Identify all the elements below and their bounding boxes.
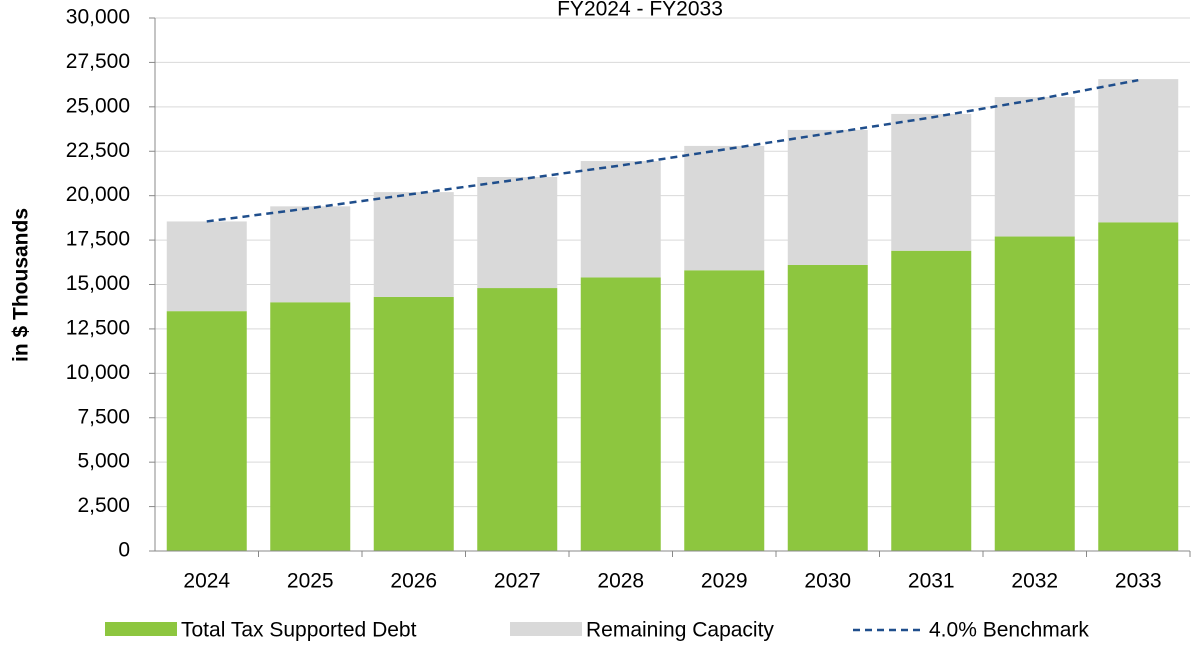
bar xyxy=(477,177,558,289)
x-tick-label: 2028 xyxy=(597,570,644,593)
y-axis-label: in $ Thousands xyxy=(10,208,33,362)
x-tick-label: 2024 xyxy=(183,570,230,593)
bar xyxy=(994,236,1075,551)
benchmark-line xyxy=(206,78,1139,223)
y-tick-label: 22,500 xyxy=(66,139,130,162)
y-tick-label: 20,000 xyxy=(66,183,130,206)
x-tick-label: 2027 xyxy=(494,570,541,593)
legend-swatch xyxy=(510,622,582,636)
y-tick-label: 25,000 xyxy=(66,94,130,117)
bar xyxy=(270,206,351,303)
y-tick-label: 15,000 xyxy=(66,272,130,295)
y-tick-label: 12,500 xyxy=(66,316,130,339)
legend-label: Total Tax Supported Debt xyxy=(181,619,417,642)
y-tick-label: 27,500 xyxy=(66,50,130,73)
x-tick-label: 2029 xyxy=(701,570,748,593)
bar xyxy=(684,270,765,551)
bar xyxy=(1098,222,1179,552)
bar xyxy=(270,302,351,551)
bar xyxy=(373,296,454,551)
legend-label: Remaining Capacity xyxy=(586,619,774,642)
x-tick-label: 2025 xyxy=(287,570,334,593)
bar xyxy=(787,129,868,265)
x-tick-label: 2031 xyxy=(908,570,955,593)
y-tick-label: 0 xyxy=(118,539,130,562)
y-tick-label: 30,000 xyxy=(66,6,130,29)
y-tick-label: 10,000 xyxy=(66,361,130,384)
bar xyxy=(166,221,247,312)
y-tick-label: 2,500 xyxy=(77,494,130,517)
x-tick-label: 2026 xyxy=(390,570,437,593)
bar xyxy=(580,161,661,278)
x-tick-label: 2030 xyxy=(804,570,851,593)
bar xyxy=(1098,79,1179,223)
chart-title: FY2024 - FY2033 xyxy=(557,0,723,21)
bar xyxy=(891,113,972,251)
bar xyxy=(166,311,247,551)
bar xyxy=(994,97,1075,237)
legend-label: 4.0% Benchmark xyxy=(929,619,1089,642)
legend-swatch xyxy=(105,622,177,636)
bar xyxy=(373,192,454,297)
bar xyxy=(891,250,972,551)
x-tick-label: 2033 xyxy=(1115,570,1162,593)
y-tick-label: 17,500 xyxy=(66,228,130,251)
y-tick-label: 5,000 xyxy=(77,450,130,473)
bar xyxy=(684,145,765,271)
bar xyxy=(580,277,661,551)
bar xyxy=(477,288,558,551)
x-tick-label: 2032 xyxy=(1011,570,1058,593)
bar xyxy=(787,264,868,551)
y-tick-label: 7,500 xyxy=(77,405,130,428)
